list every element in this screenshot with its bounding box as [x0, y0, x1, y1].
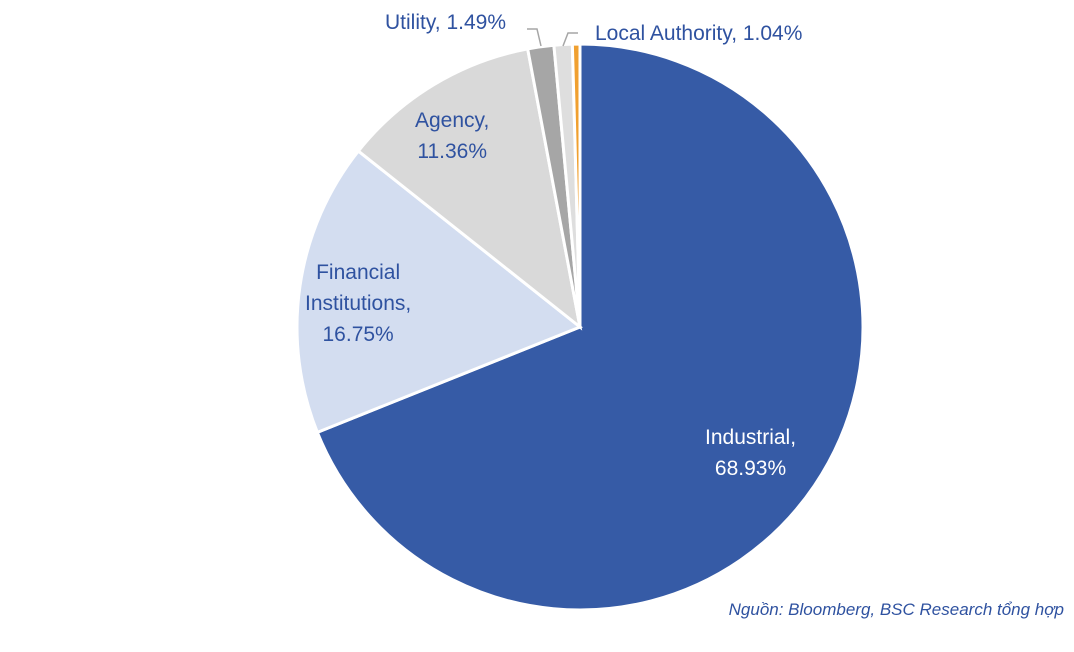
local-authority-leader-line	[562, 32, 578, 47]
utility-label: Utility, 1.49%	[385, 11, 506, 34]
industrial-label: Industrial, 68.93%	[705, 422, 796, 484]
financial-label-value: 16.75%	[322, 323, 394, 346]
utility-leader-line	[527, 28, 542, 47]
agency-label: Agency, 11.36%	[415, 105, 489, 167]
financial-label-line1: Financial	[316, 261, 401, 284]
local-authority-label: Local Authority, 1.04%	[595, 22, 803, 45]
industrial-label-name: Industrial,	[705, 426, 797, 449]
pie-slice-industrial	[315, 42, 865, 612]
source-note: Nguồn: Bloomberg, BSC Research tổng hợp	[728, 600, 1064, 619]
pie-slice-other	[570, 42, 582, 328]
agency-label-value: 11.36%	[417, 140, 487, 163]
agency-label-name: Agency,	[415, 109, 490, 132]
financial-label-line2: Institutions,	[305, 292, 412, 315]
pie-slice-agency	[356, 47, 583, 331]
financial-label: Financial Institutions, 16.75%	[305, 257, 411, 350]
pie-slice-financial-institutions	[295, 148, 583, 435]
industrial-label-value: 68.93%	[714, 457, 787, 480]
